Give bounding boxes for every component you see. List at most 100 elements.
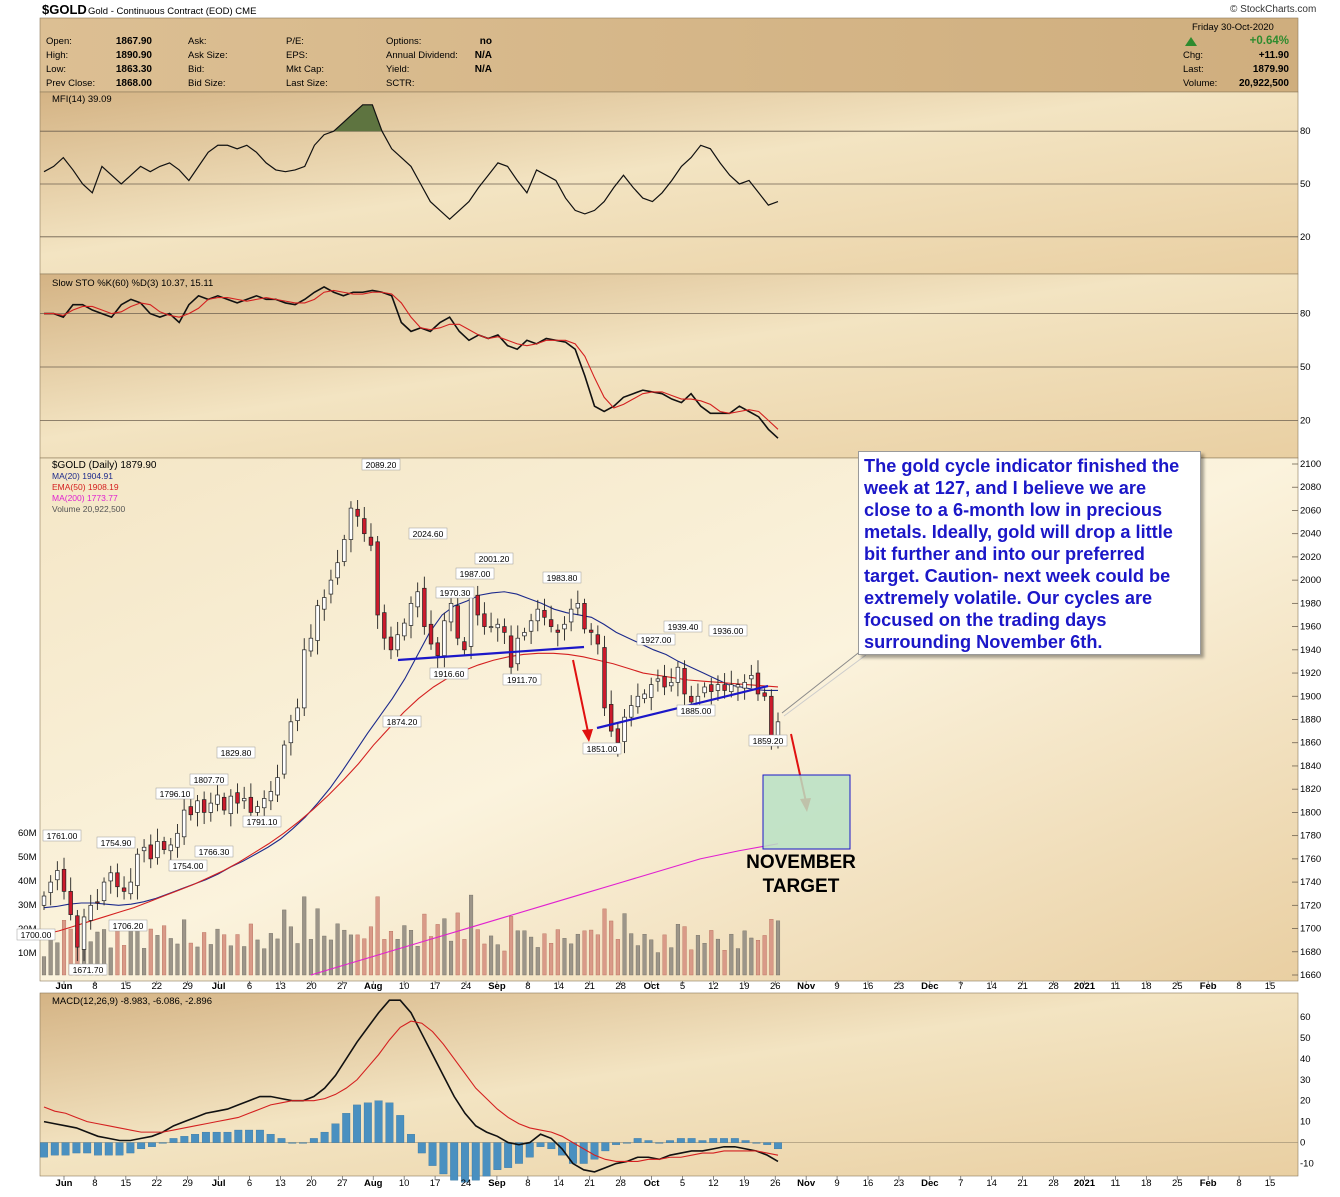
quote-value: no xyxy=(480,36,492,47)
macd-histogram-bar xyxy=(245,1129,254,1143)
candle-down xyxy=(555,629,560,633)
price-point-label: 1927.00 xyxy=(641,635,672,645)
price-axis-label: 1780 xyxy=(1300,831,1321,842)
x-axis-label: 22 xyxy=(151,1178,162,1189)
candle-down xyxy=(762,692,767,697)
macd-signal-line xyxy=(43,1020,779,1162)
axis-tick-label: 20 xyxy=(1300,1096,1311,1107)
candle-up xyxy=(495,623,500,629)
volume-bar xyxy=(155,935,160,976)
volume-bar xyxy=(582,930,587,976)
quote-label: Volume: xyxy=(1183,78,1217,89)
target-line-2: TARGET xyxy=(762,876,840,897)
x-axis-label: 10 xyxy=(399,1178,410,1189)
sto-d-line xyxy=(44,289,779,430)
candle-up xyxy=(181,809,187,838)
price-axis-label: 2020 xyxy=(1300,552,1321,563)
candle-up xyxy=(342,539,347,562)
macd-histogram-bar xyxy=(450,1142,459,1181)
mfi-line xyxy=(43,104,779,221)
macd-histogram-bar xyxy=(234,1129,243,1143)
x-axis-label: 15 xyxy=(1265,1178,1276,1189)
volume-bar xyxy=(242,946,247,976)
x-axis-label: Sep xyxy=(488,1178,506,1189)
macd-histogram-bar xyxy=(633,1138,642,1143)
volume-bar xyxy=(302,896,307,976)
x-axis-label: 29 xyxy=(182,981,193,992)
candle-up xyxy=(448,603,454,623)
candle-down xyxy=(235,792,240,804)
quote-value: 1867.90 xyxy=(116,36,153,47)
volume-bar xyxy=(449,940,454,976)
x-axis-label: Nov xyxy=(797,1178,816,1189)
x-axis-label: 21 xyxy=(1017,981,1028,992)
quote-value: 20,922,500 xyxy=(1239,78,1289,89)
candle-up xyxy=(195,800,200,813)
candle-up xyxy=(535,608,540,622)
macd-histogram-bar xyxy=(148,1142,156,1147)
candle-up xyxy=(308,637,314,652)
x-axis-label: 13 xyxy=(275,981,286,992)
x-axis-label: 15 xyxy=(1265,981,1276,992)
x-axis-label: 26 xyxy=(770,1178,781,1189)
price-point-label: 2024.60 xyxy=(413,529,444,539)
quote-label: Mkt Cap: xyxy=(286,64,324,75)
price-axis-label: 1940 xyxy=(1300,645,1321,656)
candle-down xyxy=(121,887,127,892)
macd-histogram-bar xyxy=(331,1123,340,1143)
x-axis-label: 18 xyxy=(1141,981,1152,992)
x-axis-label: Aug xyxy=(364,981,383,992)
axis-tick-label: 10 xyxy=(1300,1117,1311,1128)
volume-bar xyxy=(629,933,634,976)
candle-down xyxy=(755,672,761,695)
price-legend-item: MA(200) 1773.77 xyxy=(52,493,118,503)
price-axis-label: 1920 xyxy=(1300,668,1321,679)
price-label-box xyxy=(42,829,82,842)
x-axis-label: Feb xyxy=(1200,1178,1217,1189)
volume-bar xyxy=(215,928,220,976)
macd-histogram-bar xyxy=(158,1142,167,1144)
volume-bar xyxy=(575,933,580,976)
volume-bar xyxy=(282,909,287,976)
macd-histogram-bar xyxy=(666,1140,674,1143)
macd-histogram-bar xyxy=(288,1142,297,1144)
candle-down xyxy=(548,619,554,627)
candle-down xyxy=(455,605,460,639)
x-axis-label: 2021 xyxy=(1074,1178,1096,1189)
volume-bar xyxy=(355,934,360,976)
quote-value: N/A xyxy=(475,64,492,75)
macd-histogram-bar xyxy=(299,1142,307,1144)
quote-label: Ask: xyxy=(188,36,206,47)
price-point-label: 1911.70 xyxy=(507,675,537,685)
volume-bar xyxy=(182,919,187,976)
brand-label[interactable]: © StockCharts.com xyxy=(1230,4,1317,15)
macd-histogram-bar xyxy=(461,1142,469,1183)
candle-up xyxy=(742,681,747,689)
price-axis-label: 1900 xyxy=(1300,691,1321,702)
volume-bar xyxy=(695,935,700,976)
macd-histogram-bar xyxy=(428,1142,437,1166)
x-axis-label: 8 xyxy=(525,981,530,992)
sto-panel xyxy=(39,273,1299,459)
x-axis-label: 11 xyxy=(1110,1178,1120,1189)
candle-down xyxy=(388,636,394,651)
volume-bar xyxy=(502,950,507,976)
x-axis-label: 16 xyxy=(863,981,874,992)
quote-label: P/E: xyxy=(286,36,304,47)
candle-up xyxy=(108,872,113,882)
volume-bar xyxy=(275,938,280,976)
candle-up xyxy=(562,623,567,630)
macd-histogram-bar xyxy=(212,1131,221,1143)
candle-down xyxy=(542,609,547,618)
price-point-label: 1851.00 xyxy=(587,744,618,754)
price-label-box xyxy=(455,567,495,580)
candle-up xyxy=(649,684,654,698)
macd-histogram-bar xyxy=(730,1138,739,1143)
x-axis-label: 14 xyxy=(553,1178,564,1189)
volume-bar xyxy=(382,939,387,976)
x-axis-label: Dec xyxy=(921,981,938,992)
price-label-box xyxy=(429,667,469,680)
macd-panel xyxy=(39,992,1299,1177)
x-axis-label: 8 xyxy=(92,981,97,992)
price-axis-label: 1720 xyxy=(1300,900,1321,911)
